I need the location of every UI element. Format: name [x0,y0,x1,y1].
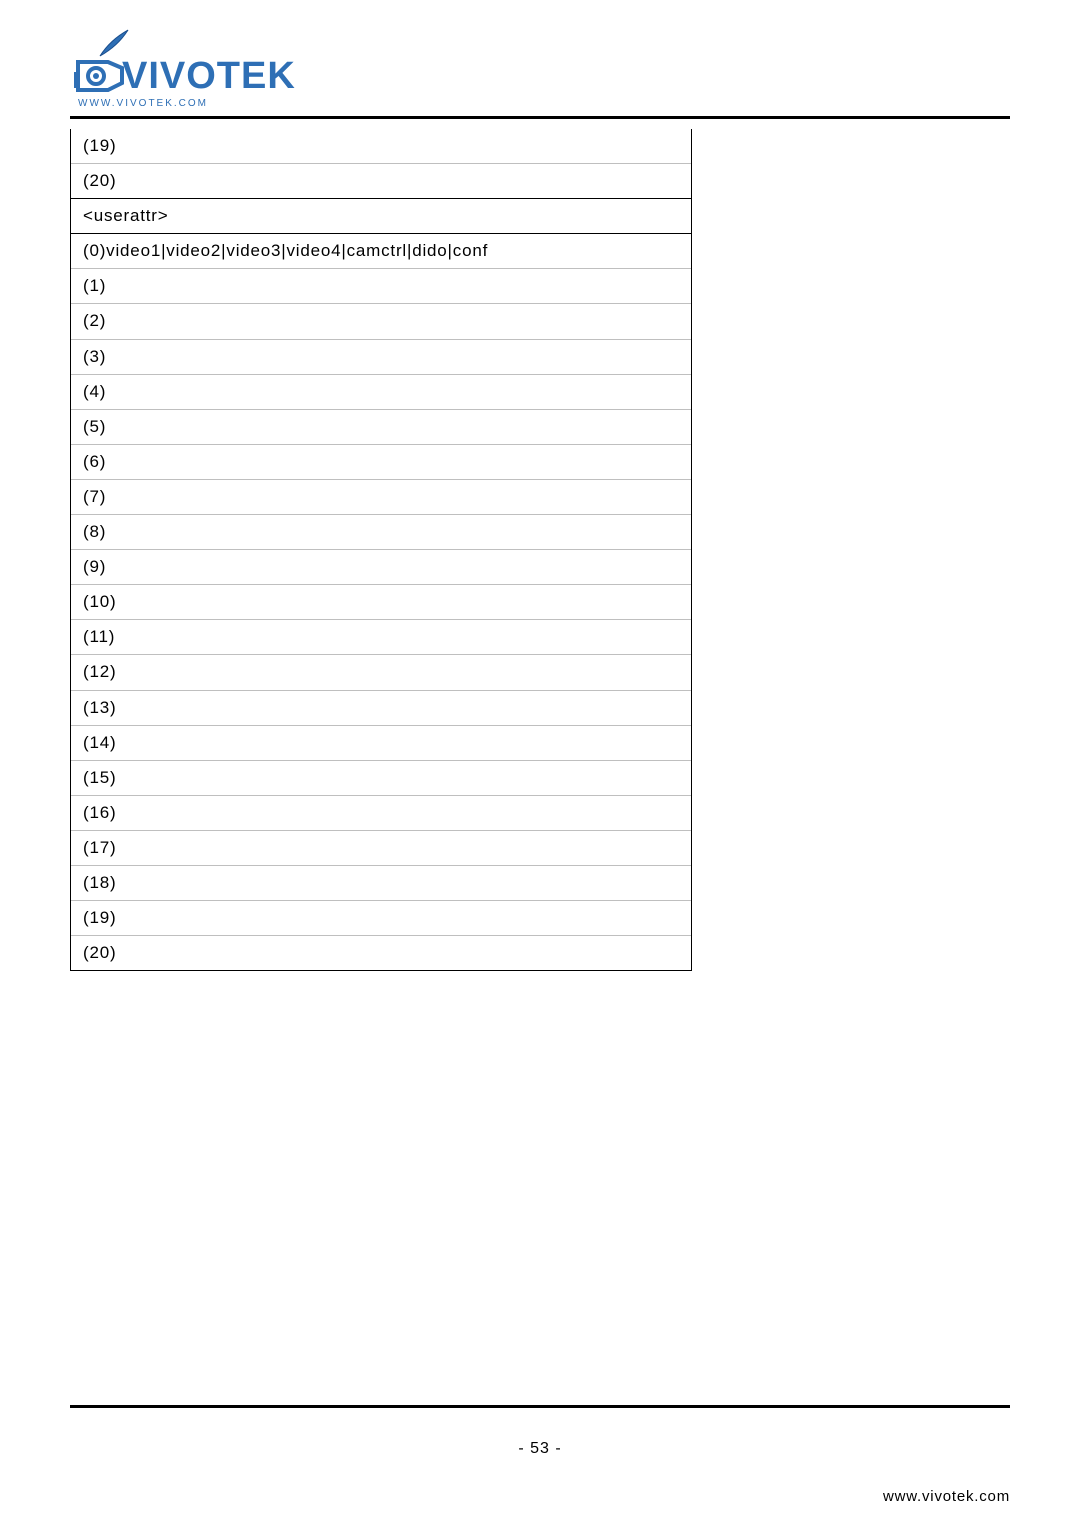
table-row: (18) [71,865,691,900]
page-number: - 53 - [0,1440,1080,1458]
table-row: (16) [71,795,691,830]
vivotek-logo-svg: VIVOTEK WWW.VIVOTEK.COM [70,28,305,110]
table-row: (19) [71,900,691,935]
svg-text:VIVOTEK: VIVOTEK [122,55,296,97]
table-row: (7) [71,479,691,514]
table-row: (4) [71,374,691,409]
table-row: (9) [71,549,691,584]
table-row: (0)video1|video2|video3|video4|camctrl|d… [71,233,691,268]
table-row: (20) [71,935,691,970]
table-row: (1) [71,268,691,303]
table-row: (19) [71,129,691,163]
data-table: (19)(20)<userattr>(0)video1|video2|video… [70,129,692,971]
header-rule [70,116,1010,119]
table-row: (12) [71,654,691,689]
footer-url: www.vivotek.com [883,1488,1010,1505]
table-row: (8) [71,514,691,549]
table-row: (6) [71,444,691,479]
table-row: (13) [71,690,691,725]
table-row: (3) [71,339,691,374]
svg-text:WWW.VIVOTEK.COM: WWW.VIVOTEK.COM [78,98,208,109]
table-row: (2) [71,303,691,338]
table-row: (14) [71,725,691,760]
table-row: (5) [71,409,691,444]
table-row: <userattr> [71,198,691,233]
table-row: (17) [71,830,691,865]
table-row: (10) [71,584,691,619]
table-row: (11) [71,619,691,654]
table-row: (20) [71,163,691,198]
logo: VIVOTEK WWW.VIVOTEK.COM [70,28,1010,110]
table-row: (15) [71,760,691,795]
footer-rule [70,1405,1010,1408]
